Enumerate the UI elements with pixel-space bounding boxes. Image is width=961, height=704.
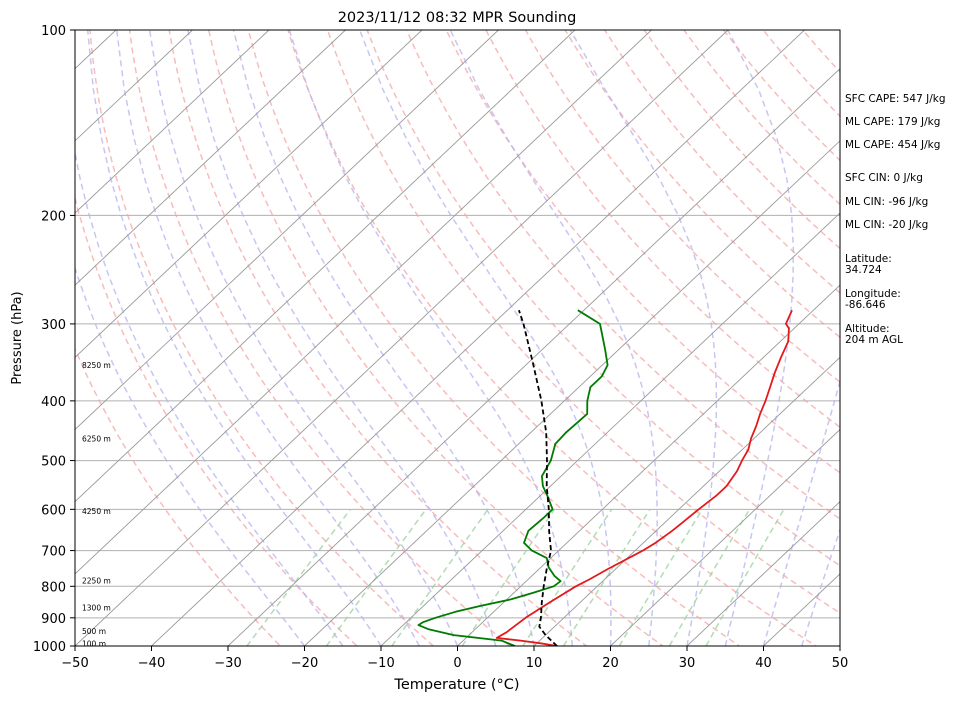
- x-tick-label: −40: [138, 656, 165, 671]
- mixing-ratio-line: [669, 509, 749, 646]
- sfc-cin-text: SFC CIN: 0 J/kg: [845, 172, 923, 184]
- sounding-stats-panel: SFC CAPE: 547 J/kg ML CAPE: 179 J/kg ML …: [845, 0, 961, 700]
- x-tick-label: −20: [291, 656, 318, 671]
- ml-cape-text-1: ML CAPE: 179 J/kg: [845, 116, 940, 128]
- height-label: 8250 m: [82, 361, 111, 370]
- dry-adiabat: [167, 16, 604, 659]
- x-tick-label: 10: [526, 656, 543, 671]
- y-tick-label: 100: [41, 24, 66, 39]
- sfc-cape-text: SFC CAPE: 547 J/kg: [845, 93, 946, 105]
- height-labels: 8250 m 6250 m 4250 m 2250 m 1300 m 500 m 100 m: [82, 361, 111, 648]
- altitude-value: 204 m AGL: [845, 334, 903, 346]
- height-label: 500 m: [82, 627, 106, 636]
- isotherm: [0, 30, 575, 646]
- dry-adiabat: [11, 16, 294, 659]
- mixing-ratio-line: [462, 509, 554, 646]
- isotherm: [75, 30, 728, 646]
- y-tick-label: 500: [41, 455, 66, 470]
- y-tick-label: 800: [41, 580, 66, 595]
- height-label: 100 m: [82, 639, 106, 648]
- dry-adiabat: [89, 16, 449, 659]
- dry-adiabats: [11, 16, 961, 659]
- isotherm: [152, 30, 805, 646]
- moist-adiabat: [289, 30, 572, 646]
- chart-title: 2023/11/12 08:32 MPR Sounding: [338, 10, 577, 26]
- y-tick-label: 700: [41, 545, 66, 560]
- x-tick-label: 20: [602, 656, 619, 671]
- ml-cin-text-1: ML CIN: -96 J/kg: [845, 196, 928, 208]
- ml-cin-text-2: ML CIN: -20 J/kg: [845, 219, 928, 231]
- height-label: 2250 m: [82, 577, 111, 586]
- isotherms: [0, 30, 961, 646]
- moist-adiabat: [570, 30, 716, 646]
- moist-adiabat: [117, 30, 420, 646]
- y-tick-label: 600: [41, 503, 66, 518]
- gridlines: [75, 215, 840, 617]
- height-label: 4250 m: [82, 507, 111, 516]
- isotherm: [228, 30, 881, 646]
- x-tick-label: 30: [679, 656, 696, 671]
- y-tick-label: 900: [41, 612, 66, 627]
- x-tick-label: 0: [453, 656, 461, 671]
- x-tick-label: −30: [214, 656, 241, 671]
- mixing-ratio-line: [706, 509, 784, 646]
- moist-adiabats: [37, 30, 961, 646]
- mixing-ratio-line: [247, 509, 351, 646]
- moist-adiabat: [150, 30, 458, 646]
- height-label: 1300 m: [82, 604, 111, 613]
- ml-cape-text-2: ML CAPE: 454 J/kg: [845, 139, 940, 151]
- plot-area: [0, 16, 961, 659]
- y-tick-label: 200: [41, 209, 66, 224]
- moist-adiabat: [360, 30, 611, 646]
- height-label: 6250 m: [82, 434, 111, 443]
- latitude-value: 34.724: [845, 264, 882, 276]
- x-tick-label: 40: [755, 656, 772, 671]
- mixing-ratio-line: [392, 509, 488, 646]
- y-tick-label: 1000: [33, 640, 66, 655]
- longitude-value: -86.646: [845, 299, 886, 311]
- mixing-ratio-line: [523, 509, 612, 646]
- dewpoint-profile: [418, 310, 607, 646]
- y-tick-label: 400: [41, 395, 66, 410]
- x-tick-label: −50: [61, 656, 88, 671]
- y-axis-ticks: 100 200 300 400 500 600 700 800 900 1000: [33, 24, 75, 655]
- y-axis-label: Pressure (hPa): [10, 291, 25, 384]
- dry-adiabat: [128, 16, 526, 659]
- dry-adiabat: [206, 16, 681, 659]
- x-tick-label: −10: [367, 656, 394, 671]
- x-axis-label: Temperature (°C): [393, 677, 519, 693]
- y-tick-label: 300: [41, 318, 66, 333]
